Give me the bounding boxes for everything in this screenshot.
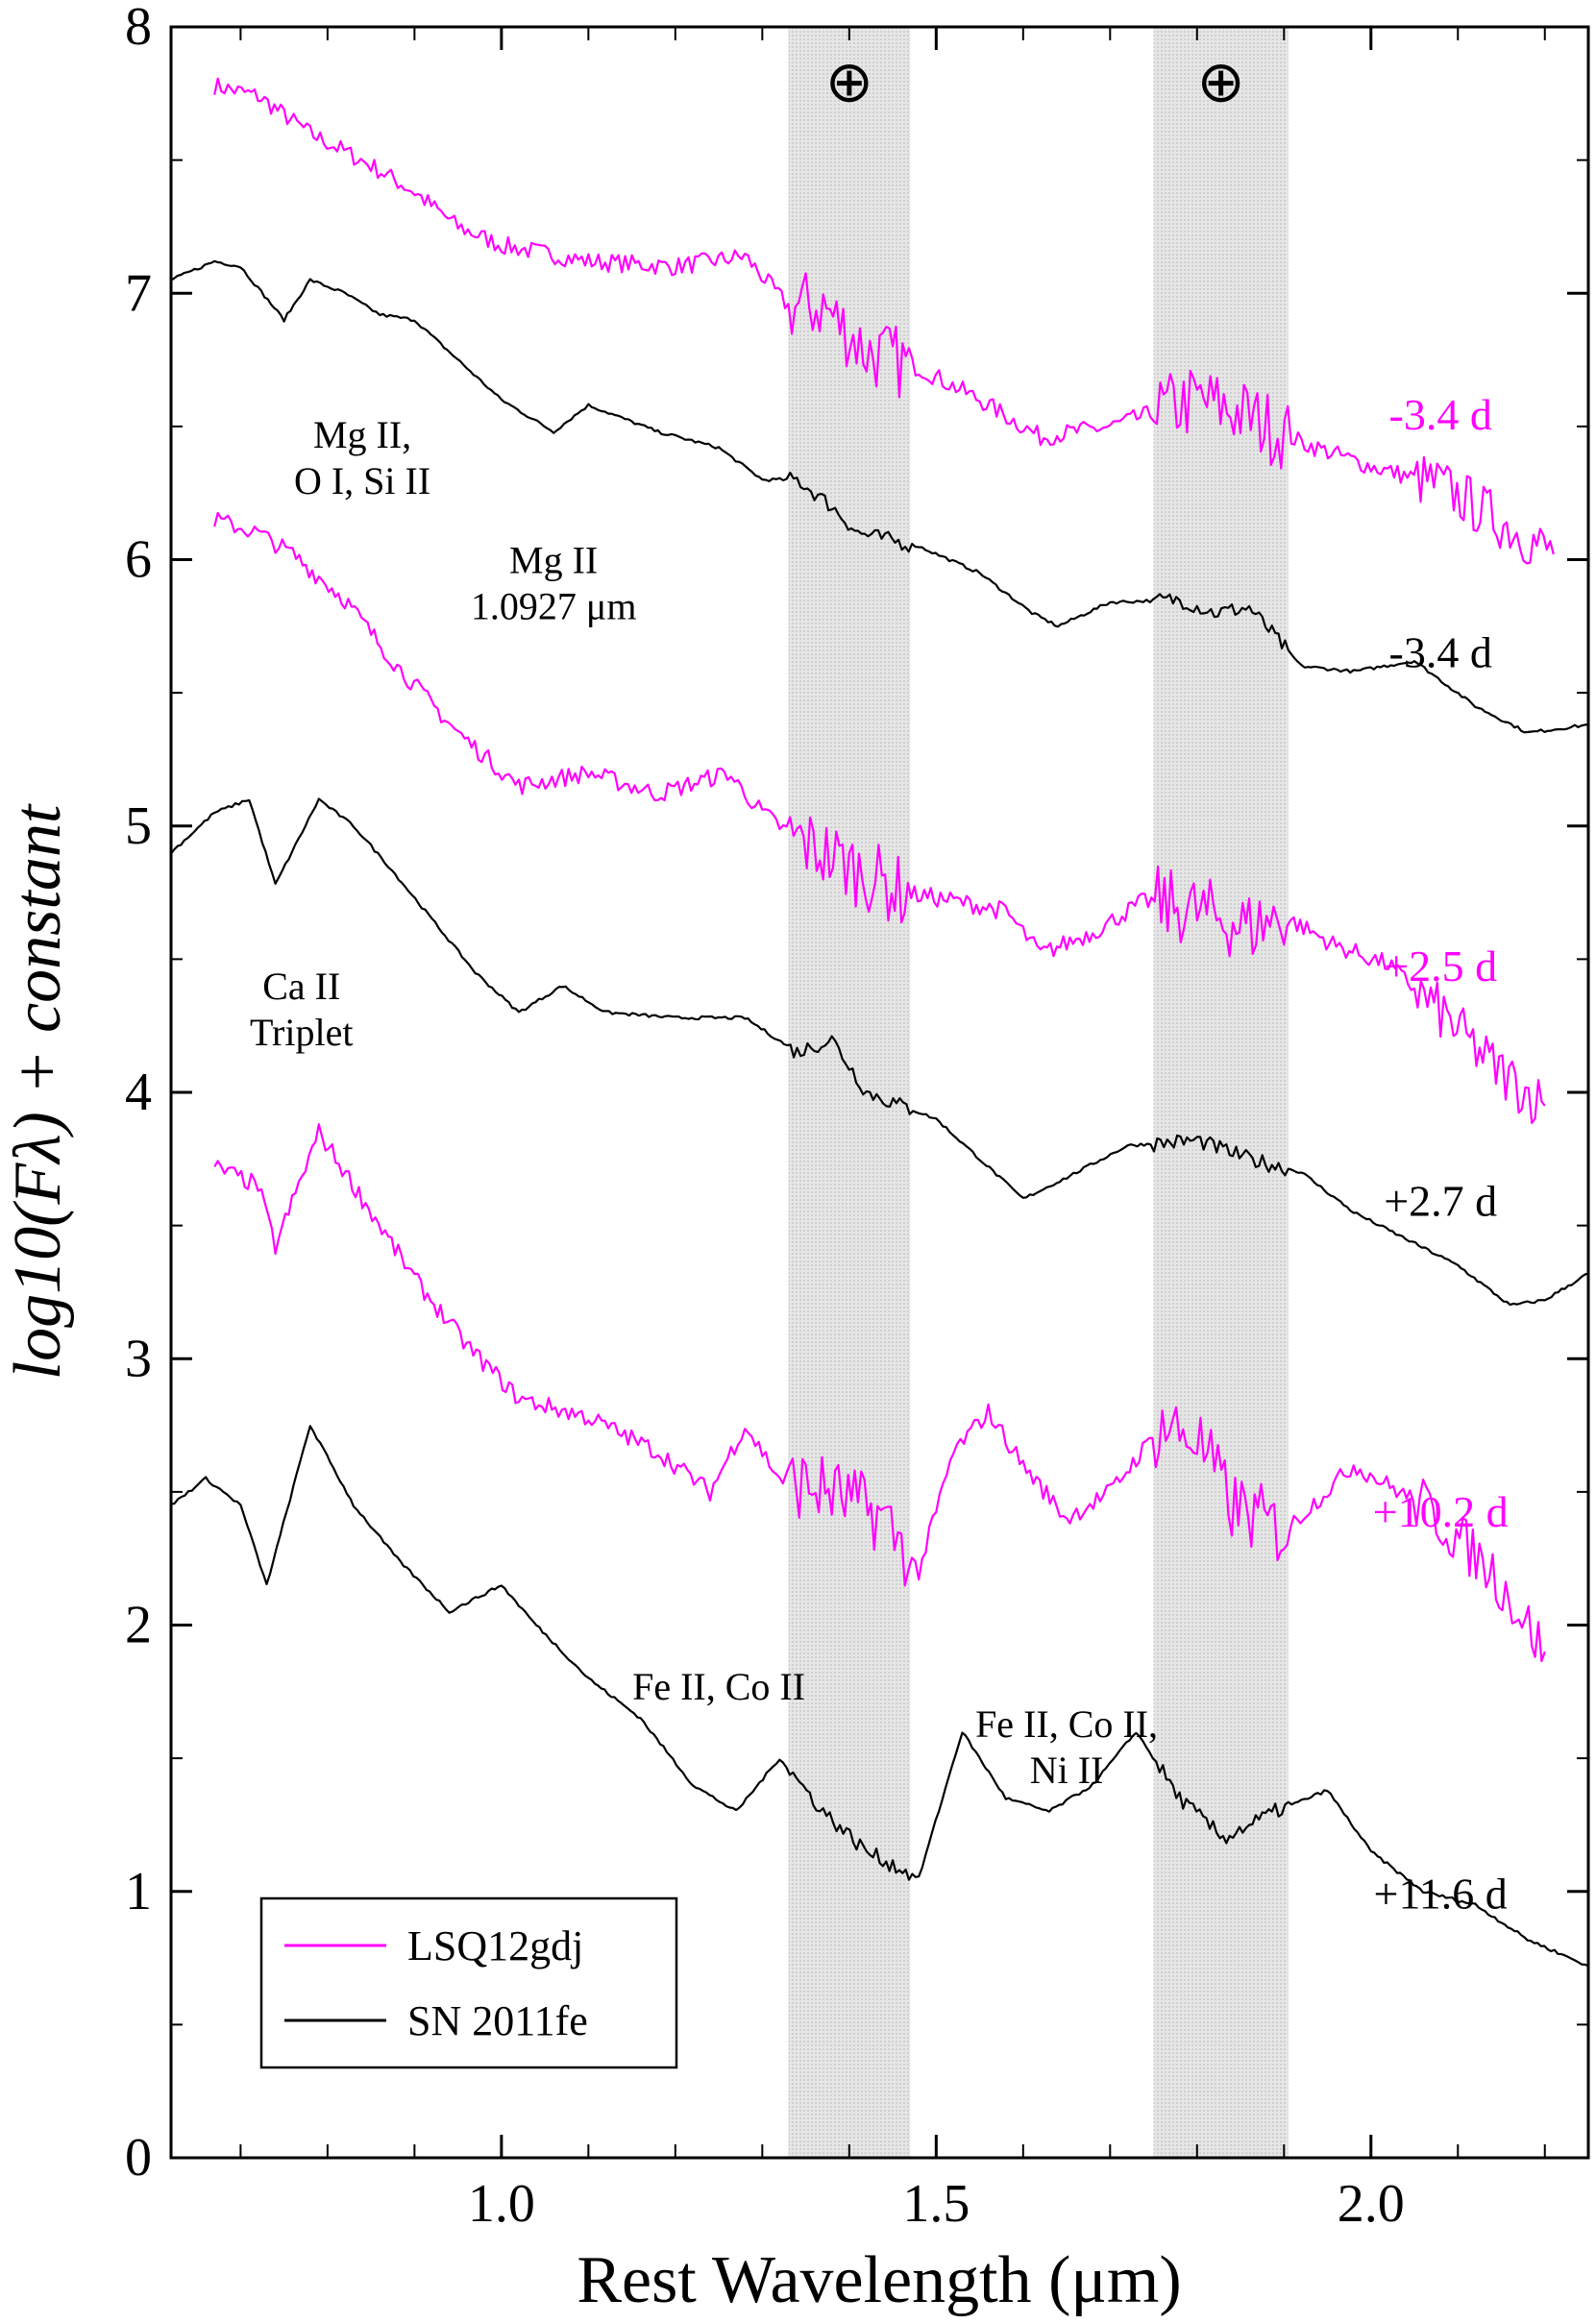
annotation-2: Mg II 1.0927 μm	[471, 538, 637, 627]
telluric-band-2	[1153, 27, 1289, 2158]
y-axis-title: log10(Fλ) + constant	[1, 803, 75, 1380]
x-tick-label-1: 1.0	[468, 2174, 535, 2234]
telluric-bands: ⊕ ⊕	[788, 27, 1289, 2158]
legend-label-lsq12gdj: LSQ12gdj	[407, 1922, 583, 1969]
epoch-labels: -3.4 d -3.4 d +2.5 d +2.7 d +10.2 d +11.6 d	[1373, 390, 1509, 1918]
y-tick-label-0: 0	[125, 2128, 152, 2188]
annotation-5: Fe II, Co II, Ni II	[975, 1702, 1158, 1792]
y-tick-label-8: 8	[125, 0, 152, 57]
epoch-label-5: +10.2 d	[1373, 1487, 1509, 1536]
y-tick-label-5: 5	[125, 796, 152, 856]
y-tick-label-1: 1	[125, 1862, 152, 1921]
epoch-label-2: -3.4 d	[1389, 627, 1492, 676]
series-line-5	[213, 1123, 1546, 1663]
legend: LSQ12gdj SN 2011fe	[259, 1896, 678, 2069]
y-tick-label-2: 2	[125, 1596, 152, 1655]
y-tick-label-3: 3	[125, 1329, 152, 1388]
legend-label-sn2011fe: SN 2011fe	[407, 1997, 588, 2044]
y-tick-label-4: 4	[125, 1063, 152, 1122]
series-line-6	[171, 1425, 1588, 1968]
epoch-label-3: +2.5 d	[1384, 942, 1497, 991]
series-line-2	[171, 259, 1588, 734]
annotation-4: Fe II, Co II	[632, 1665, 805, 1708]
telluric-band-1	[788, 27, 911, 2158]
epoch-label-4: +2.7 d	[1384, 1177, 1497, 1226]
x-tick-label-1.5: 1.5	[902, 2174, 970, 2234]
series-line-4	[171, 797, 1588, 1307]
annotations: Mg II, O I, Si II Mg II 1.0927 μm Ca II Tripl…	[250, 413, 1158, 1792]
series-line-3	[213, 511, 1546, 1125]
y-tick-label-7: 7	[125, 263, 152, 323]
epoch-label-6: +11.6 d	[1374, 1869, 1508, 1918]
axes: 0 1 2 3 4 5 6 7 8 1.0 1.5 2.0	[125, 0, 1588, 2234]
x-axis-title: Rest Wavelength (μm)	[577, 2243, 1181, 2317]
legend-box	[259, 1896, 678, 2069]
y-tick-label-6: 6	[125, 530, 152, 590]
telluric-symbol-2: ⊕	[1197, 49, 1245, 116]
telluric-symbol-1: ⊕	[825, 49, 873, 116]
series-line-1	[213, 77, 1555, 565]
annotation-1: Mg II, O I, Si II	[294, 413, 430, 502]
series-layer	[171, 77, 1588, 1968]
x-tick-label-2: 2.0	[1338, 2174, 1405, 2234]
annotation-3: Ca II Triplet	[250, 965, 353, 1054]
epoch-label-1: -3.4 d	[1389, 390, 1492, 439]
